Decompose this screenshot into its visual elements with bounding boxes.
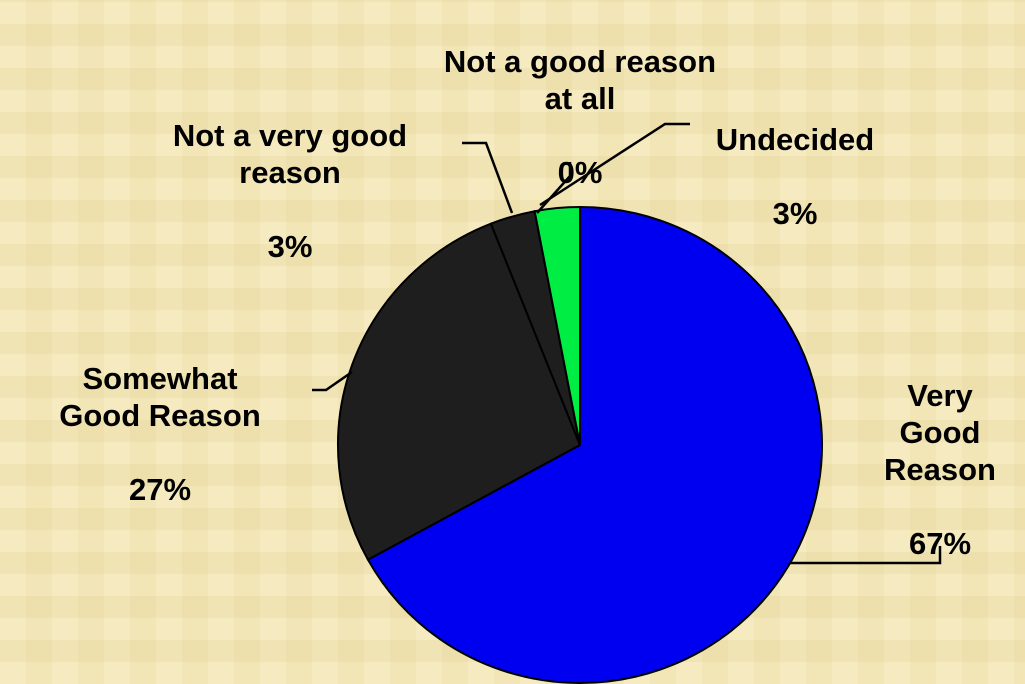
slice-percent: 27% [128, 472, 192, 507]
slice-name: Undecided [715, 122, 875, 157]
slice-percent: 3% [772, 196, 818, 231]
slice-name: Very Good Reason [884, 378, 996, 487]
pie-slice-very-good-reason [366, 205, 823, 684]
leader-line-not-very-good [462, 141, 514, 214]
pie-slice-undecided [533, 205, 581, 446]
pie-slice-somewhat-good-reason [337, 222, 582, 562]
slice-name: Not a good reason at all [443, 44, 717, 116]
slice-name: Not a very good reason [172, 118, 408, 190]
slice-label-somewhat-good: Somewhat Good Reason 27% [10, 323, 310, 508]
leader-line-very-good [790, 546, 942, 565]
slice-label-not-very-good: Not a very good reason 3% [100, 80, 480, 265]
leader-lines [312, 122, 942, 565]
slice-percent: 67% [908, 526, 972, 561]
slice-label-very-good: Very Good Reason 67% [855, 340, 1025, 562]
slice-percent: 0% [557, 155, 603, 190]
slice-label-undecided: Undecided 3% [660, 84, 930, 232]
slice-name: Somewhat Good Reason [59, 361, 261, 433]
slice-percent: 3% [267, 229, 313, 264]
leader-line-somewhat-good [312, 370, 353, 392]
slice-label-not-good-at-all: Not a good reason at all 0% [330, 6, 830, 191]
leader-line-not-good-at-all [536, 162, 572, 214]
leader-line-undecided [539, 122, 690, 207]
pie-slices [337, 205, 823, 684]
